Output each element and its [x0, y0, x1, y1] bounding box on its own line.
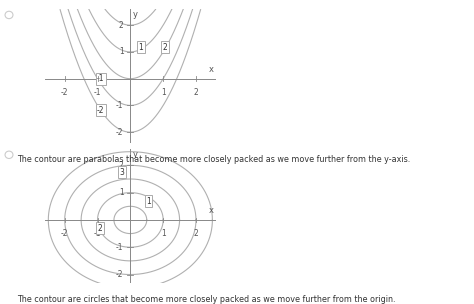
Text: y: y: [132, 10, 137, 19]
Text: -1: -1: [94, 229, 101, 238]
Text: 1: 1: [146, 197, 151, 206]
Text: y: y: [132, 150, 137, 159]
Text: -1: -1: [94, 88, 101, 97]
Text: 2: 2: [193, 88, 198, 97]
Text: -2: -2: [97, 106, 105, 115]
Text: 1: 1: [161, 88, 165, 97]
Text: x: x: [209, 206, 214, 215]
Text: The contour are circles that become more closely packed as we move further from : The contour are circles that become more…: [17, 295, 395, 304]
Text: 2: 2: [119, 21, 124, 30]
Text: 2: 2: [163, 43, 167, 52]
Text: -2: -2: [61, 88, 68, 97]
Text: -2: -2: [116, 270, 124, 279]
Text: 1: 1: [119, 188, 124, 197]
Text: -1: -1: [97, 74, 105, 83]
Text: x: x: [209, 65, 214, 74]
Text: 1: 1: [138, 43, 143, 52]
Text: 2: 2: [98, 224, 102, 233]
Text: The contour are parabolas that become more closely packed as we move further fro: The contour are parabolas that become mo…: [17, 155, 410, 164]
Text: 3: 3: [120, 168, 125, 177]
Text: -1: -1: [116, 101, 124, 110]
Text: -2: -2: [61, 229, 68, 238]
Text: 2: 2: [193, 229, 198, 238]
Text: -1: -1: [116, 243, 124, 252]
Text: 2: 2: [119, 161, 124, 170]
Text: 1: 1: [119, 47, 124, 57]
Text: -2: -2: [116, 128, 124, 137]
Text: 1: 1: [161, 229, 165, 238]
